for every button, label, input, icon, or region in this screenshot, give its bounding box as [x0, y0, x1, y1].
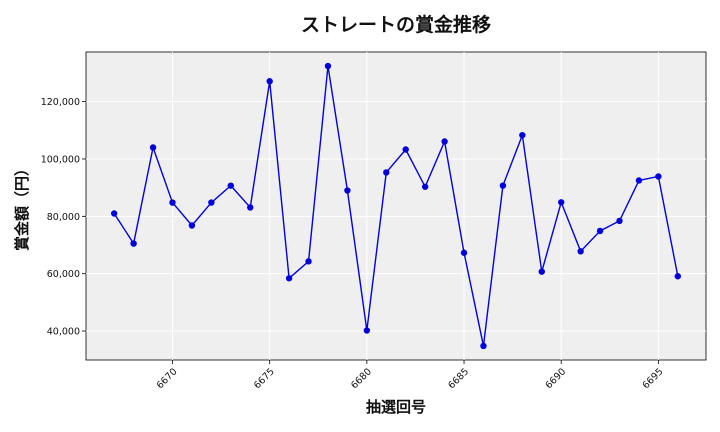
- series-layer: [110, 62, 682, 350]
- y-tick-label: 40,000: [47, 327, 80, 338]
- x-tick-label: 6685: [446, 366, 471, 391]
- data-point: [421, 183, 429, 190]
- x-tick-label: 6680: [349, 366, 374, 391]
- x-tick-label: 6675: [252, 366, 277, 391]
- y-tick-label: 100,000: [41, 154, 80, 165]
- data-point: [363, 327, 371, 334]
- data-point: [324, 62, 332, 70]
- x-tick-label: 6690: [543, 366, 568, 391]
- data-point: [402, 146, 409, 153]
- data-point: [519, 131, 526, 139]
- data-point: [674, 273, 682, 280]
- data-point: [655, 173, 662, 180]
- data-point: [383, 169, 390, 176]
- y-tick-label: 80,000: [47, 212, 80, 223]
- data-point: [596, 227, 604, 235]
- data-point: [616, 217, 623, 225]
- y-tick-label: 60,000: [47, 269, 80, 280]
- y-tick-label: 120,000: [41, 97, 80, 108]
- grid-lines: [86, 52, 706, 360]
- data-point: [441, 138, 448, 145]
- data-point: [480, 342, 487, 350]
- data-point: [460, 249, 468, 256]
- data-point: [305, 258, 312, 265]
- series-line: [113, 65, 679, 347]
- x-axis-label: 抽選回号: [366, 398, 426, 416]
- data-point: [130, 240, 137, 247]
- data-point: [208, 199, 215, 206]
- data-point: [558, 199, 565, 206]
- data-point: [577, 248, 584, 255]
- x-tick-label: 6695: [641, 366, 666, 391]
- chart-title: ストレートの賞金推移: [301, 13, 491, 36]
- data-point: [635, 177, 643, 184]
- data-point: [169, 199, 176, 206]
- y-axis-label: 賞金額（円）: [13, 161, 31, 251]
- plot-area: [85, 51, 707, 361]
- data-point: [247, 204, 254, 211]
- data-point: [227, 182, 234, 189]
- data-point: [266, 78, 273, 85]
- data-point: [110, 210, 118, 217]
- data-point: [188, 222, 196, 229]
- data-point: [285, 275, 293, 282]
- x-tick-label: 6670: [155, 366, 180, 391]
- data-point: [149, 144, 157, 151]
- data-point: [499, 182, 507, 189]
- data-point: [344, 187, 351, 194]
- data-point: [538, 268, 545, 275]
